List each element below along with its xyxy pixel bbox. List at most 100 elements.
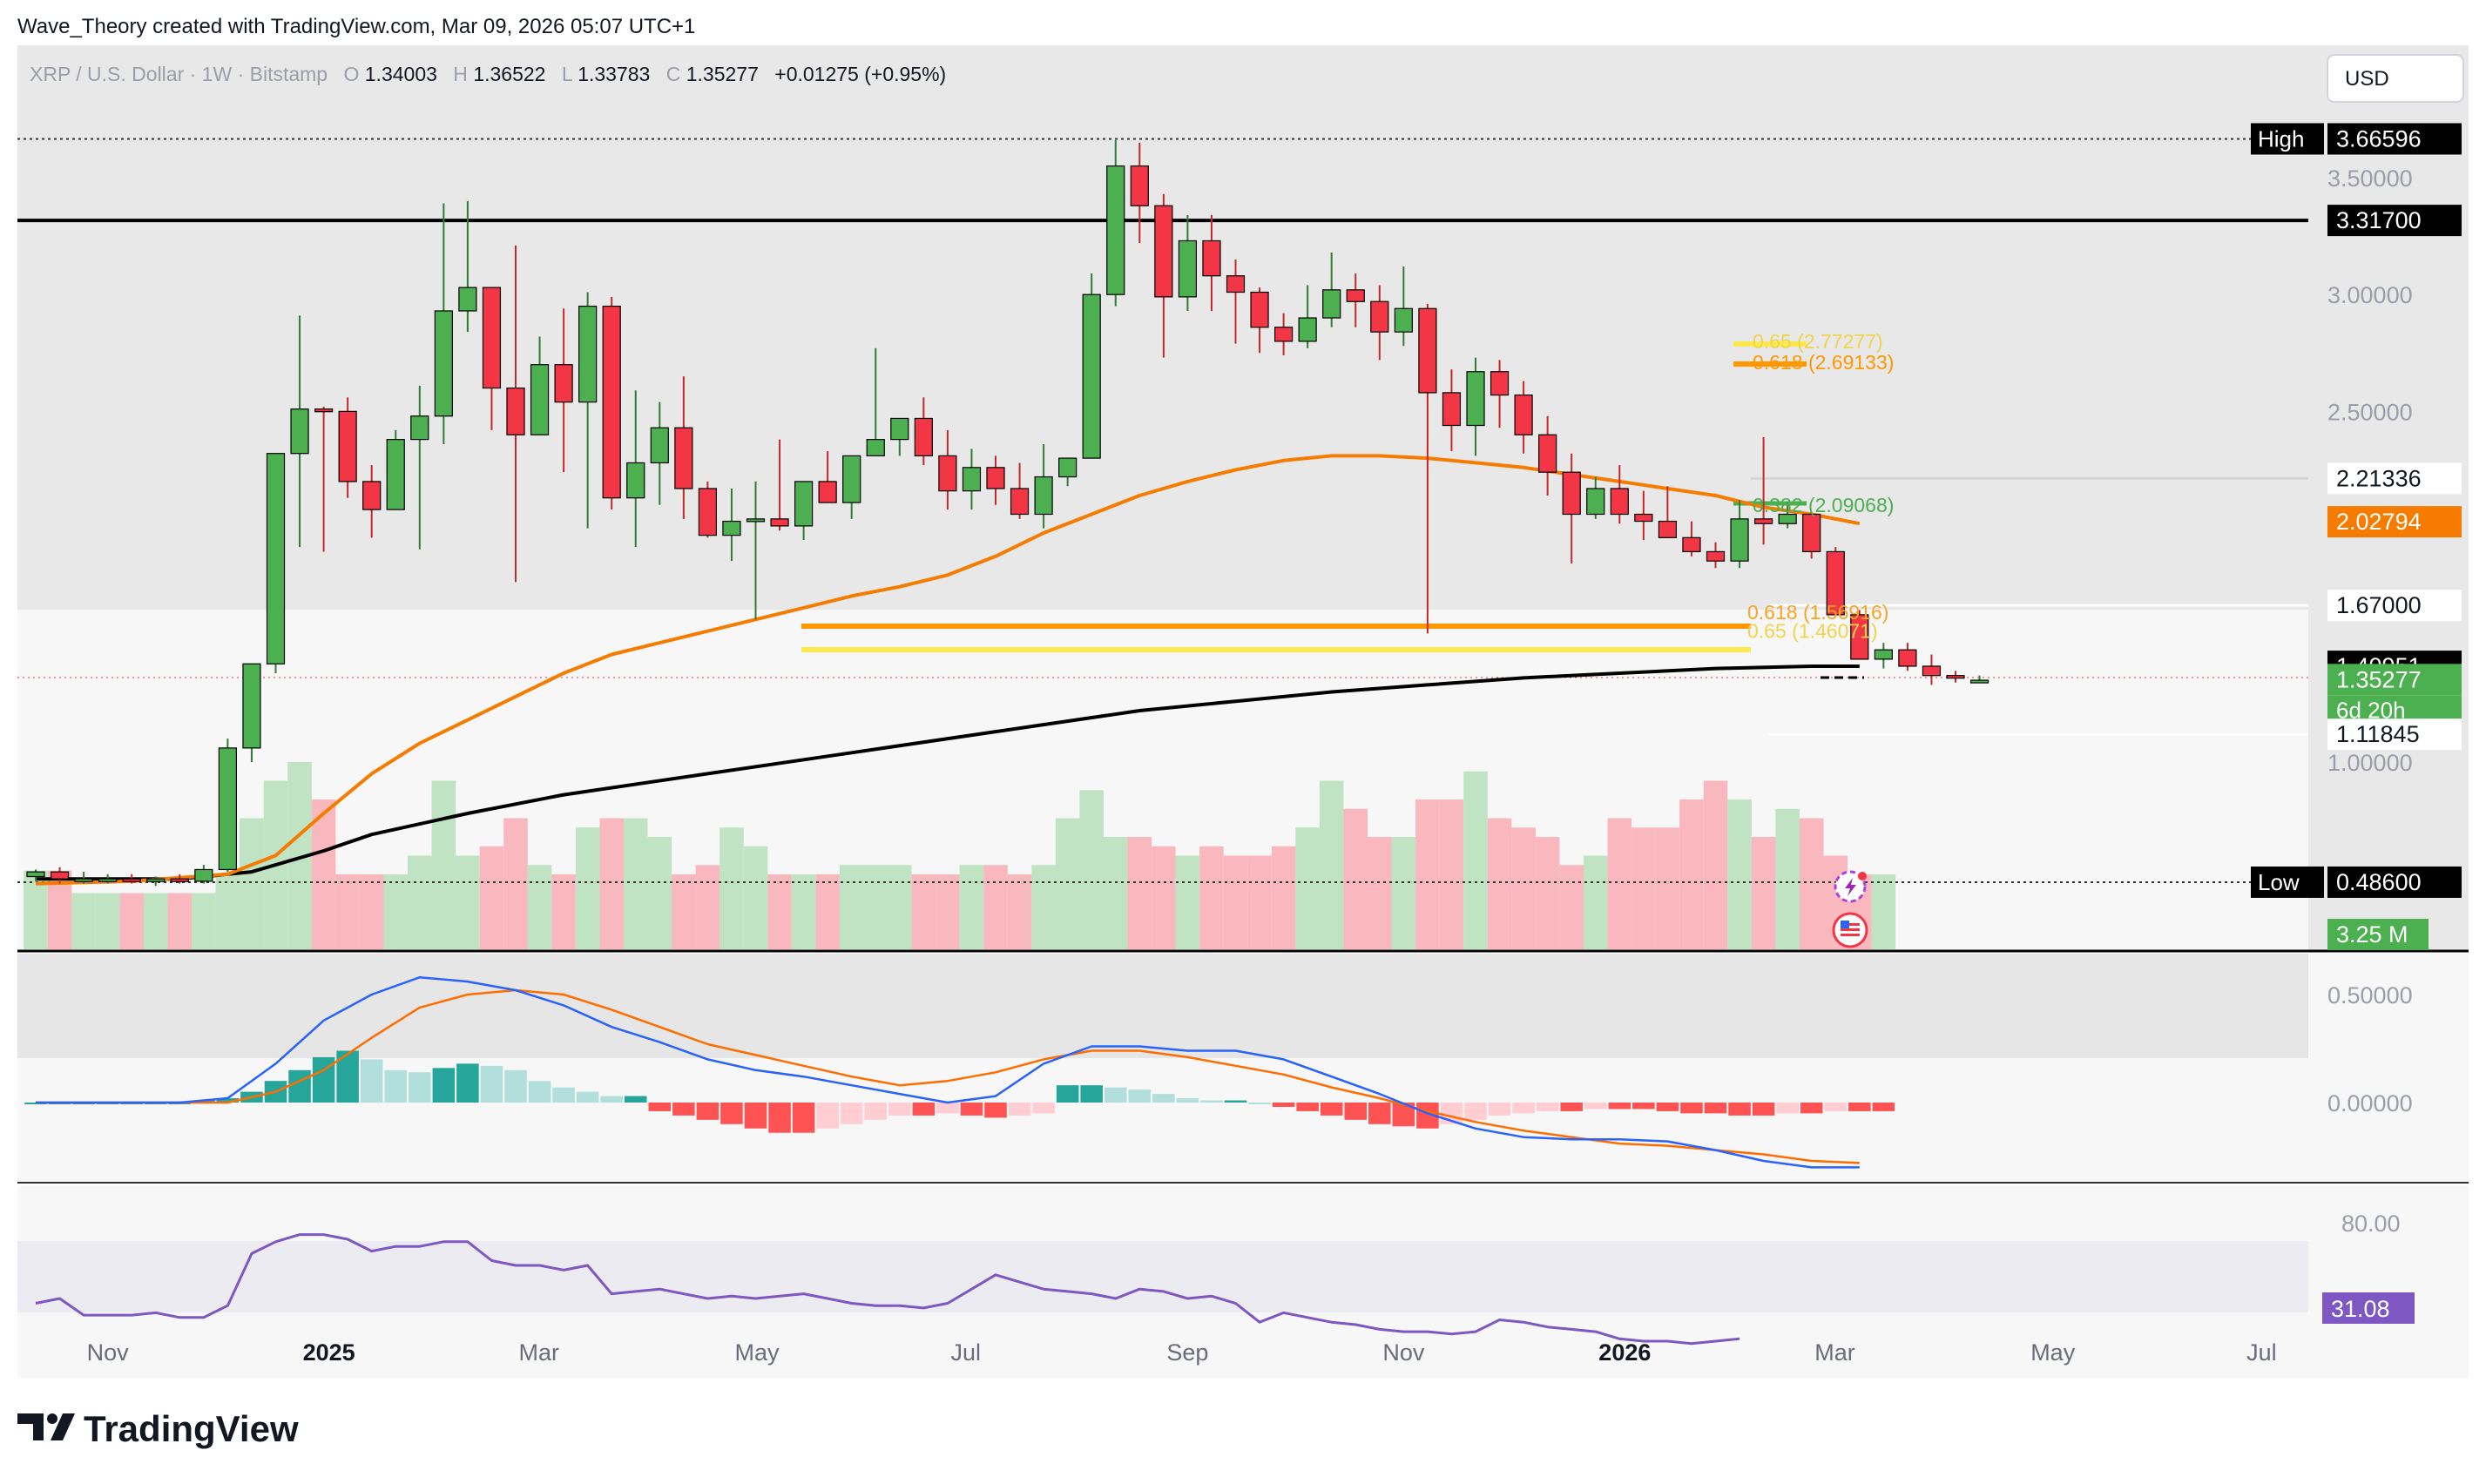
candle[interactable] bbox=[1826, 547, 1845, 616]
candle[interactable] bbox=[1154, 193, 1173, 358]
candle[interactable] bbox=[1466, 357, 1485, 456]
candle[interactable] bbox=[1034, 443, 1053, 529]
candle[interactable] bbox=[1010, 462, 1030, 519]
candle[interactable] bbox=[1802, 511, 1821, 559]
candle[interactable] bbox=[554, 308, 573, 473]
macd-line[interactable] bbox=[36, 975, 1860, 1169]
candle-body bbox=[1969, 679, 1989, 684]
candle[interactable] bbox=[98, 874, 118, 884]
candle[interactable] bbox=[1850, 610, 1869, 660]
candle[interactable] bbox=[26, 869, 45, 881]
candle-body bbox=[1010, 488, 1030, 516]
candle[interactable] bbox=[170, 874, 189, 884]
candle[interactable] bbox=[1562, 453, 1581, 563]
candle[interactable] bbox=[1610, 465, 1629, 524]
candle[interactable] bbox=[122, 874, 141, 884]
candle[interactable] bbox=[1273, 313, 1294, 355]
volume-bar bbox=[1319, 780, 1344, 949]
volume-bar bbox=[215, 874, 240, 949]
ema200-line[interactable] bbox=[36, 664, 1860, 881]
candle[interactable] bbox=[1298, 285, 1317, 348]
macd-histogram-bar bbox=[864, 1103, 888, 1120]
candle[interactable] bbox=[746, 481, 766, 620]
candle[interactable] bbox=[722, 488, 741, 562]
legend-high: 1.36522 bbox=[473, 63, 545, 85]
currency-label[interactable]: USD bbox=[2345, 67, 2389, 91]
candle[interactable] bbox=[1442, 369, 1462, 452]
candle[interactable] bbox=[1202, 214, 1221, 311]
candle[interactable] bbox=[1514, 381, 1533, 454]
candle[interactable] bbox=[1490, 360, 1510, 428]
candle[interactable] bbox=[986, 455, 1005, 505]
candle[interactable] bbox=[962, 449, 982, 510]
candle[interactable] bbox=[194, 865, 213, 884]
volume-bar bbox=[1223, 855, 1248, 949]
candle[interactable] bbox=[866, 347, 885, 456]
candle[interactable] bbox=[1874, 643, 1893, 669]
candle[interactable] bbox=[842, 455, 861, 519]
candle[interactable] bbox=[410, 385, 429, 550]
candle[interactable] bbox=[626, 390, 645, 548]
candle[interactable] bbox=[314, 407, 334, 552]
candle[interactable] bbox=[602, 296, 621, 510]
candle[interactable] bbox=[1682, 521, 1701, 556]
candle[interactable] bbox=[1538, 415, 1557, 496]
candle[interactable] bbox=[650, 401, 669, 505]
flash-icon[interactable] bbox=[1834, 870, 1867, 903]
candle[interactable] bbox=[530, 336, 550, 435]
candle[interactable] bbox=[218, 739, 237, 873]
candle[interactable] bbox=[1634, 490, 1653, 541]
candle[interactable] bbox=[506, 245, 525, 583]
candle[interactable] bbox=[1082, 273, 1101, 459]
candle[interactable] bbox=[1058, 457, 1077, 487]
candle[interactable] bbox=[674, 376, 693, 519]
candle[interactable] bbox=[1753, 436, 1773, 545]
candle[interactable] bbox=[1370, 285, 1389, 361]
candle[interactable] bbox=[578, 292, 598, 529]
candle[interactable] bbox=[74, 872, 93, 884]
candle[interactable] bbox=[266, 453, 286, 674]
candle[interactable] bbox=[1322, 252, 1341, 327]
time-axis-label: Nov bbox=[1382, 1339, 1425, 1366]
volume-bar bbox=[1799, 818, 1824, 949]
candle[interactable] bbox=[338, 397, 357, 498]
candle[interactable] bbox=[1898, 643, 1917, 671]
candle[interactable] bbox=[698, 481, 718, 538]
candle[interactable] bbox=[938, 429, 957, 510]
candle[interactable] bbox=[1586, 476, 1605, 519]
candle[interactable] bbox=[434, 203, 453, 444]
rsi-line[interactable] bbox=[35, 1233, 1740, 1346]
currency-button[interactable]: USD bbox=[2327, 54, 2464, 103]
candle[interactable] bbox=[242, 663, 261, 762]
candle[interactable] bbox=[1730, 500, 1749, 569]
candle[interactable] bbox=[1922, 654, 1942, 685]
candle[interactable] bbox=[1418, 303, 1437, 634]
candle[interactable] bbox=[1226, 259, 1246, 344]
candle[interactable] bbox=[50, 867, 70, 884]
candle[interactable] bbox=[290, 315, 309, 548]
candle[interactable] bbox=[818, 451, 837, 503]
candle[interactable] bbox=[1706, 542, 1726, 569]
candle[interactable] bbox=[386, 429, 405, 510]
candle[interactable] bbox=[362, 465, 382, 538]
candle[interactable] bbox=[1394, 266, 1413, 347]
candle[interactable] bbox=[1130, 142, 1149, 244]
candle[interactable] bbox=[914, 397, 933, 466]
macd-signal-line[interactable] bbox=[36, 988, 1860, 1164]
candle[interactable] bbox=[794, 481, 814, 541]
candle[interactable] bbox=[1106, 140, 1125, 307]
candle[interactable] bbox=[458, 200, 477, 333]
candle[interactable] bbox=[482, 287, 502, 430]
candle[interactable] bbox=[1250, 287, 1269, 354]
candle[interactable] bbox=[1969, 675, 1989, 684]
candle[interactable] bbox=[1346, 273, 1365, 327]
candle[interactable] bbox=[770, 439, 789, 531]
candle[interactable] bbox=[1778, 503, 1797, 529]
candle[interactable] bbox=[890, 417, 909, 456]
candle[interactable] bbox=[1178, 214, 1198, 311]
candle[interactable] bbox=[1946, 671, 1965, 683]
candle[interactable] bbox=[1658, 486, 1678, 538]
candle[interactable] bbox=[146, 876, 166, 887]
price-axis: 3.50000 3.00000 2.50000 1.00000 High 3.66596 3… bbox=[2251, 123, 2462, 950]
us-flag-icon[interactable] bbox=[1832, 912, 1868, 948]
